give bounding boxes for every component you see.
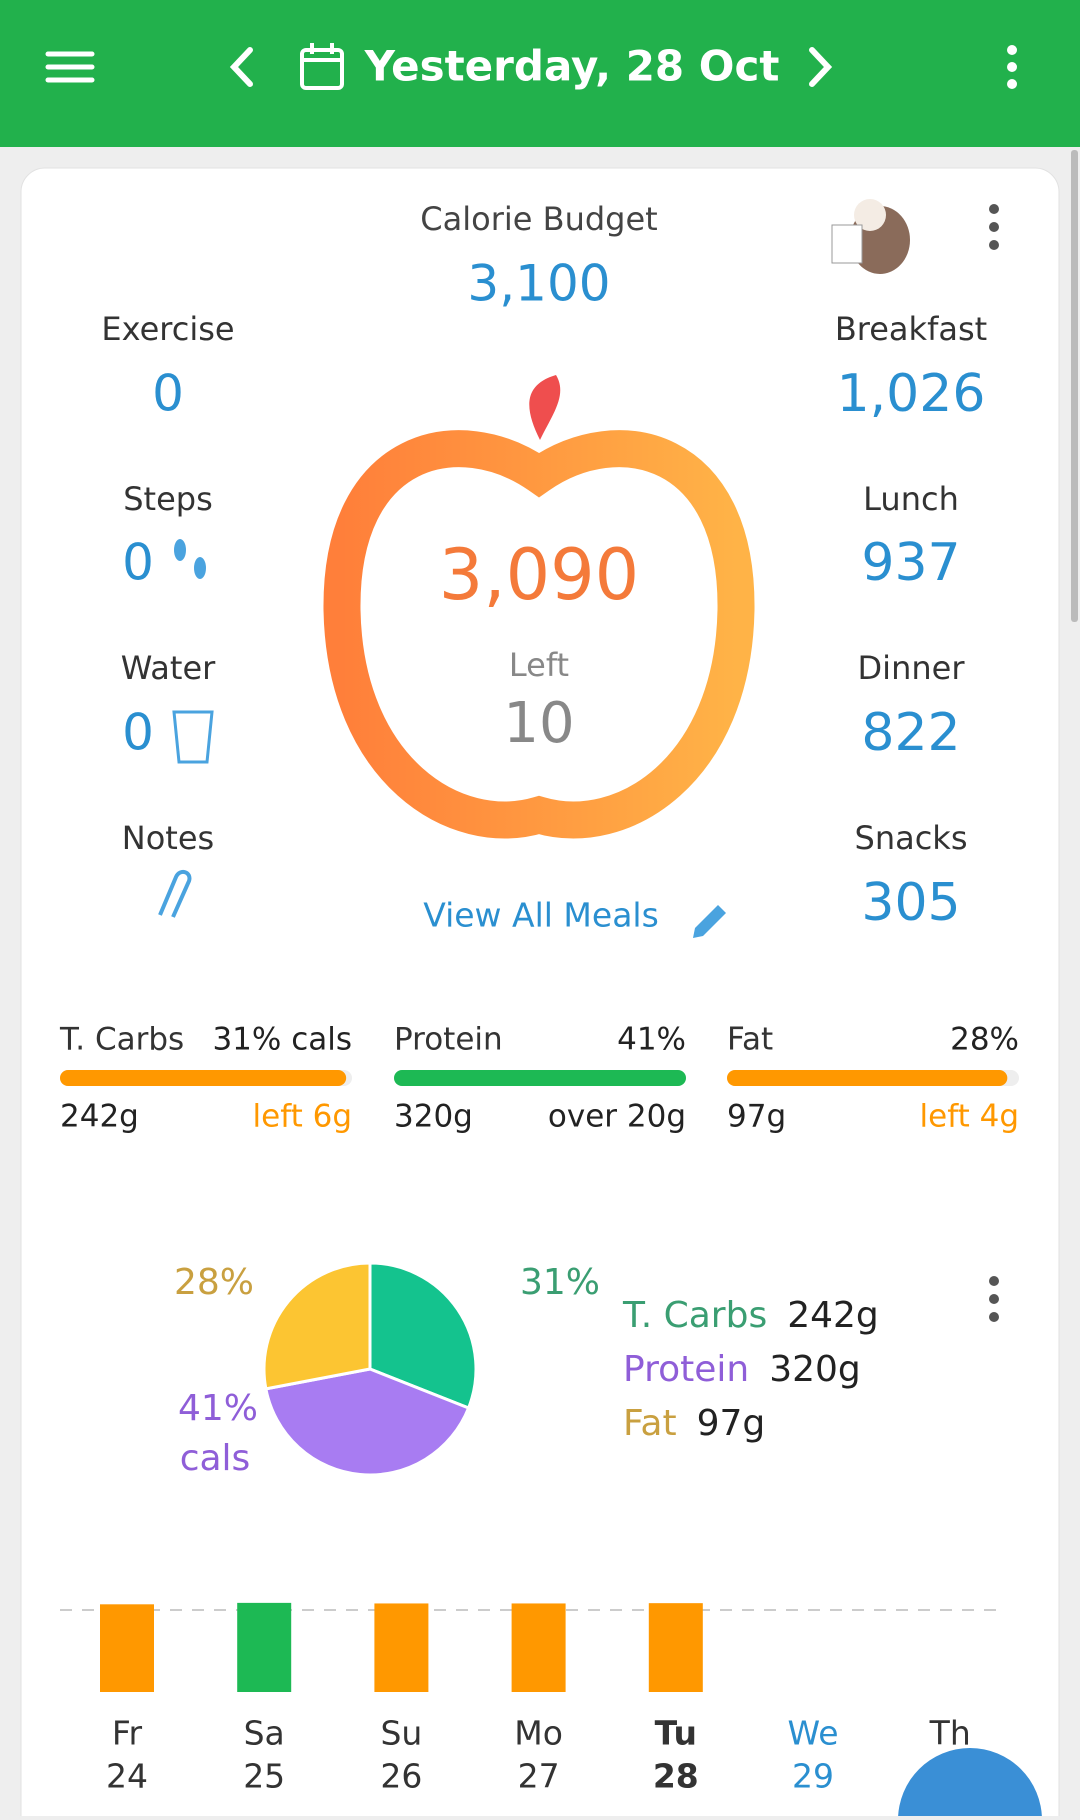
legend-grams: 242g [787, 1295, 879, 1336]
menu-button[interactable] [45, 51, 95, 83]
pie-menu-dot[interactable] [989, 1276, 999, 1286]
left-label: Left [509, 646, 569, 684]
pie-slice [264, 1367, 471, 1477]
day-date: 25 [243, 1757, 285, 1796]
legend-grams: 320g [769, 1349, 861, 1390]
budget-label: Calorie Budget [420, 200, 657, 238]
pie-label: 41% [178, 1388, 258, 1429]
pie-slice [262, 1261, 372, 1391]
view-all-meals[interactable]: View All Meals [423, 896, 659, 935]
apple-ring [323, 430, 755, 839]
legend-name: Protein [623, 1349, 749, 1390]
macro-percent: 31% cals [212, 1022, 352, 1058]
meal-value[interactable]: 1,026 [837, 364, 986, 424]
pie-slice [368, 1261, 478, 1410]
macro-status: left 6g [253, 1099, 352, 1135]
macro-progress [60, 1070, 347, 1086]
macro-name: Protein [394, 1022, 503, 1058]
pie-label: 31% [520, 1262, 600, 1303]
day-bar[interactable] [511, 1603, 566, 1692]
apple-leaf [529, 375, 561, 440]
activity-value[interactable]: 0 [122, 704, 154, 762]
meal-value[interactable]: 937 [861, 533, 960, 593]
remaining-value: 3,090 [439, 534, 639, 616]
macro-name: Fat [727, 1022, 773, 1058]
day-bar[interactable] [374, 1603, 429, 1692]
macro-grams: 320g [394, 1099, 473, 1135]
legend-grams: 97g [697, 1403, 766, 1444]
day-name: Fr [112, 1714, 143, 1753]
macro-progress [727, 1070, 1008, 1086]
next-day[interactable] [809, 47, 833, 87]
steps-icon [174, 539, 206, 579]
activity-label: Water [121, 649, 216, 687]
edit-icon[interactable] [693, 905, 726, 938]
overflow-menu[interactable] [1007, 45, 1017, 89]
left-value: 10 [503, 691, 574, 756]
water-icon[interactable] [172, 710, 214, 764]
day-date: 26 [380, 1757, 422, 1796]
meal-label: Dinner [858, 649, 966, 687]
macro-grams: 97g [727, 1099, 786, 1135]
macro-percent: 41% [617, 1022, 686, 1058]
day-date: 29 [792, 1757, 834, 1796]
meal-label: Lunch [863, 480, 959, 518]
pie-menu-dot[interactable] [989, 1294, 999, 1304]
scrollbar [1071, 150, 1078, 622]
add-button[interactable] [898, 1748, 1042, 1820]
pie-label: 28% [174, 1262, 254, 1303]
meal-label: Breakfast [835, 310, 987, 348]
macro-percent: 28% [950, 1022, 1019, 1058]
meal-label: Snacks [855, 819, 968, 857]
macro-grams: 242g [60, 1099, 139, 1135]
day-name: Su [380, 1714, 422, 1753]
day-date: 24 [106, 1757, 148, 1796]
meal-value[interactable]: 305 [861, 873, 960, 933]
macro-name: T. Carbs [59, 1022, 184, 1058]
legend-name: Fat [623, 1403, 677, 1444]
activity-value[interactable]: 0 [122, 534, 154, 592]
macro-progress [394, 1070, 686, 1086]
prev-day[interactable] [229, 47, 253, 87]
day-name: Sa [244, 1714, 285, 1753]
date-title[interactable]: Yesterday, 28 Oct [364, 42, 780, 91]
budget-value: 3,100 [467, 255, 610, 313]
card-menu[interactable] [989, 204, 999, 250]
macro-status: left 4g [920, 1099, 1019, 1135]
day-name: We [788, 1714, 839, 1753]
day-bar[interactable] [100, 1604, 154, 1692]
day-name: Tu [655, 1714, 697, 1753]
day-bar[interactable] [648, 1603, 703, 1692]
mascot [831, 199, 910, 274]
day-bar[interactable] [237, 1602, 292, 1692]
day-name: Mo [514, 1714, 563, 1753]
activity-label: Steps [123, 480, 213, 518]
notes-icon[interactable] [158, 869, 192, 918]
notes-label[interactable]: Notes [122, 819, 214, 857]
legend-name: T. Carbs [622, 1295, 767, 1336]
calendar-icon[interactable] [300, 43, 344, 90]
day-name: Th [929, 1714, 971, 1753]
macro-status: over 20g [548, 1099, 686, 1135]
pie-menu-dot[interactable] [989, 1312, 999, 1322]
top-bar [0, 0, 1080, 147]
activity-label: Exercise [101, 310, 234, 348]
pie-unit: cals [180, 1438, 251, 1479]
day-date: 27 [518, 1757, 560, 1796]
activity-value[interactable]: 0 [152, 365, 184, 423]
meal-value[interactable]: 822 [861, 703, 960, 763]
day-date: 28 [653, 1757, 699, 1796]
